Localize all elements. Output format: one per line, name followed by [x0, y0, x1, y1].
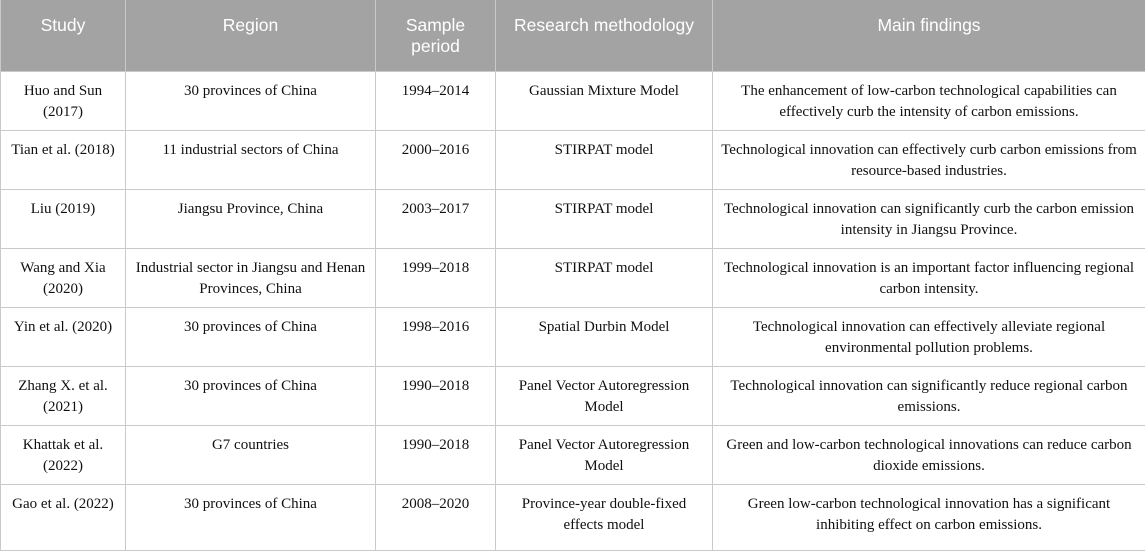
cell-method: Panel Vector Autoregression Model [496, 366, 713, 425]
cell-findings: Technological innovation can effectively… [713, 130, 1145, 189]
cell-study: Yin et al. (2020) [1, 307, 126, 366]
table-header: Study Region Sample period Research meth… [1, 0, 1145, 71]
cell-findings: Green and low-carbon technological innov… [713, 425, 1145, 484]
cell-region: 11 industrial sectors of China [126, 130, 376, 189]
cell-study: Wang and Xia (2020) [1, 248, 126, 307]
cell-study: Huo and Sun (2017) [1, 71, 126, 130]
cell-region: G7 countries [126, 425, 376, 484]
cell-region: 30 provinces of China [126, 71, 376, 130]
cell-region: Jiangsu Province, China [126, 189, 376, 248]
table-row: Gao et al. (2022) 30 provinces of China … [1, 484, 1145, 550]
cell-method: STIRPAT model [496, 130, 713, 189]
cell-findings: Technological innovation can effectively… [713, 307, 1145, 366]
header-study: Study [1, 0, 126, 71]
cell-study: Liu (2019) [1, 189, 126, 248]
cell-region: Industrial sector in Jiangsu and Henan P… [126, 248, 376, 307]
cell-region: 30 provinces of China [126, 484, 376, 550]
cell-method: Province-year double-fixed effects model [496, 484, 713, 550]
header-row: Study Region Sample period Research meth… [1, 0, 1145, 71]
cell-study: Tian et al. (2018) [1, 130, 126, 189]
table-row: Yin et al. (2020) 30 provinces of China … [1, 307, 1145, 366]
table-body: Huo and Sun (2017) 30 provinces of China… [1, 71, 1145, 550]
cell-method: Gaussian Mixture Model [496, 71, 713, 130]
table-row: Tian et al. (2018) 11 industrial sectors… [1, 130, 1145, 189]
cell-study: Zhang X. et al. (2021) [1, 366, 126, 425]
table-row: Zhang X. et al. (2021) 30 provinces of C… [1, 366, 1145, 425]
cell-region: 30 provinces of China [126, 307, 376, 366]
cell-method: Panel Vector Autoregression Model [496, 425, 713, 484]
cell-findings: Green low-carbon technological innovatio… [713, 484, 1145, 550]
table-row: Huo and Sun (2017) 30 provinces of China… [1, 71, 1145, 130]
cell-findings: Technological innovation is an important… [713, 248, 1145, 307]
cell-region: 30 provinces of China [126, 366, 376, 425]
header-research-methodology: Research methodology [496, 0, 713, 71]
table-row: Wang and Xia (2020) Industrial sector in… [1, 248, 1145, 307]
cell-study: Khattak et al. (2022) [1, 425, 126, 484]
cell-study: Gao et al. (2022) [1, 484, 126, 550]
cell-findings: Technological innovation can significant… [713, 189, 1145, 248]
header-main-findings: Main findings [713, 0, 1145, 71]
header-sample-period: Sample period [376, 0, 496, 71]
cell-period: 2008–2020 [376, 484, 496, 550]
cell-method: Spatial Durbin Model [496, 307, 713, 366]
cell-period: 1990–2018 [376, 425, 496, 484]
cell-method: STIRPAT model [496, 189, 713, 248]
cell-method: STIRPAT model [496, 248, 713, 307]
cell-findings: The enhancement of low-carbon technologi… [713, 71, 1145, 130]
table-row: Khattak et al. (2022) G7 countries 1990–… [1, 425, 1145, 484]
cell-period: 2003–2017 [376, 189, 496, 248]
cell-period: 1994–2014 [376, 71, 496, 130]
table-row: Liu (2019) Jiangsu Province, China 2003–… [1, 189, 1145, 248]
cell-findings: Technological innovation can significant… [713, 366, 1145, 425]
cell-period: 1999–2018 [376, 248, 496, 307]
cell-period: 1990–2018 [376, 366, 496, 425]
cell-period: 2000–2016 [376, 130, 496, 189]
cell-period: 1998–2016 [376, 307, 496, 366]
header-region: Region [126, 0, 376, 71]
